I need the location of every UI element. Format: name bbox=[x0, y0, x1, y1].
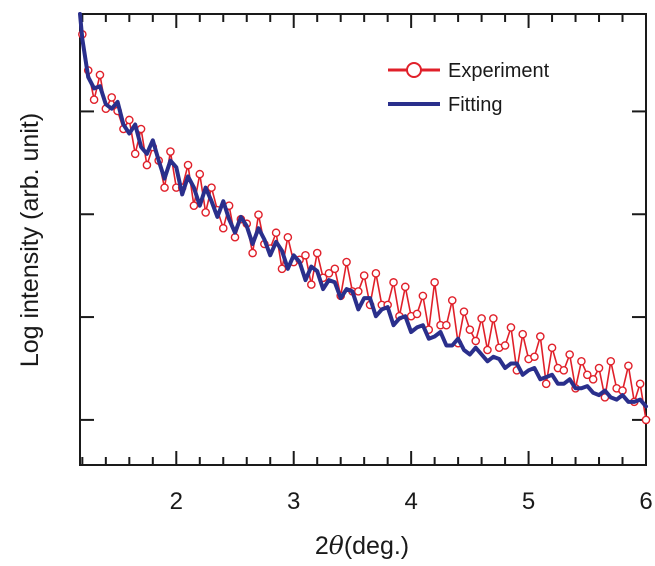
experiment-point bbox=[389, 278, 398, 287]
experiment-point bbox=[125, 115, 134, 125]
experiment-point bbox=[248, 248, 257, 258]
experiment-point bbox=[218, 223, 228, 233]
experiment-point bbox=[588, 375, 598, 384]
plot-frame bbox=[79, 13, 647, 466]
axis-ticks bbox=[80, 14, 647, 465]
y-axis-title: Log intensity (arb. unit) bbox=[16, 113, 44, 367]
experiment-point bbox=[307, 280, 316, 289]
fitting-line bbox=[78, 12, 648, 409]
experiment-point bbox=[189, 201, 199, 210]
experiment-line bbox=[81, 34, 647, 421]
experiment-point bbox=[518, 329, 528, 339]
experiment-point bbox=[400, 282, 410, 292]
experiment-point bbox=[489, 314, 498, 323]
experiment-point bbox=[195, 169, 205, 179]
x-tick-label: 6 bbox=[639, 488, 652, 515]
experiment-point bbox=[483, 345, 492, 355]
experiment-point bbox=[582, 370, 592, 380]
experiment-point bbox=[547, 343, 557, 353]
experiment-point bbox=[641, 415, 651, 425]
x-tick-label: 5 bbox=[522, 488, 535, 515]
experiment-point bbox=[565, 350, 574, 359]
experiment-point bbox=[166, 147, 175, 156]
experiment-point bbox=[412, 309, 422, 319]
x-axis-title-symbol: θ bbox=[329, 531, 344, 560]
experiment-point bbox=[371, 269, 381, 278]
experiment-point bbox=[465, 325, 475, 335]
experiment-point bbox=[506, 323, 516, 332]
experiment-point bbox=[594, 363, 604, 373]
fitting-series bbox=[78, 12, 648, 409]
experiment-point bbox=[418, 291, 428, 301]
experiment-point bbox=[354, 287, 363, 296]
experiment-point bbox=[359, 271, 369, 280]
experiment-point bbox=[500, 341, 510, 350]
x-axis-title-suffix: (deg.) bbox=[344, 532, 409, 560]
experiment-point bbox=[459, 307, 469, 316]
x-axis-title-prefix: 2 bbox=[315, 532, 329, 560]
experiment-point bbox=[541, 379, 551, 389]
legend-experiment-marker bbox=[406, 62, 422, 78]
experiment-point bbox=[324, 269, 334, 278]
experiment-point bbox=[577, 356, 586, 366]
experiment-point bbox=[447, 296, 457, 305]
experiment-point bbox=[624, 361, 633, 371]
experiment-point bbox=[606, 356, 616, 366]
experiment-point bbox=[142, 160, 152, 170]
experiment-point bbox=[201, 208, 210, 217]
x-axis-title: 2θ(deg.) bbox=[315, 531, 409, 560]
experiment-point bbox=[283, 232, 293, 242]
x-tick-label: 4 bbox=[404, 488, 417, 515]
experiment-point bbox=[160, 183, 169, 192]
experiment-point bbox=[312, 248, 322, 258]
x-tick-label: 2 bbox=[170, 488, 183, 515]
experiment-point bbox=[130, 149, 140, 159]
experiment-point bbox=[230, 232, 240, 242]
experiment-point bbox=[107, 93, 117, 102]
legend-experiment-label: Experiment bbox=[448, 60, 550, 82]
experiment-point bbox=[536, 332, 545, 341]
experiment-point bbox=[559, 365, 569, 375]
experiment-point bbox=[271, 228, 281, 238]
experiment-point bbox=[430, 278, 439, 287]
experiment-point bbox=[635, 379, 645, 389]
experiment-point bbox=[477, 314, 486, 323]
experiment-point bbox=[183, 160, 193, 170]
experiment-point bbox=[95, 70, 105, 80]
experiment-point bbox=[207, 183, 216, 192]
legend: Experiment Fitting bbox=[388, 60, 550, 116]
experiment-point bbox=[330, 264, 340, 274]
x-tick-label: 3 bbox=[287, 488, 300, 515]
experiment-series bbox=[78, 29, 651, 425]
experiment-point bbox=[301, 250, 310, 260]
experiment-point bbox=[471, 336, 481, 346]
experiment-point bbox=[254, 210, 263, 219]
legend-fitting-label: Fitting bbox=[448, 94, 502, 116]
experiment-point bbox=[89, 95, 99, 104]
x-tick-labels: 2 3 4 5 6 bbox=[170, 488, 653, 515]
experiment-point bbox=[277, 264, 287, 274]
experiment-point bbox=[530, 352, 539, 362]
experiment-point bbox=[442, 320, 451, 330]
experiment-point bbox=[342, 257, 351, 267]
